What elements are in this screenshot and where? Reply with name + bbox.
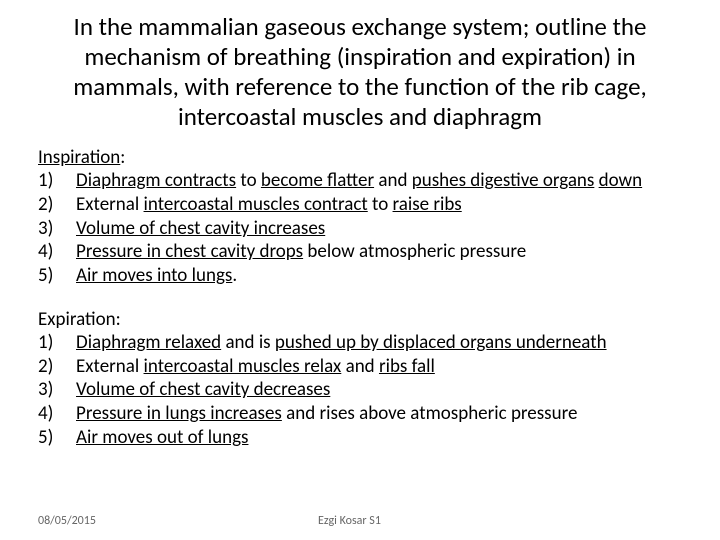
list-item: 2)External intercoastal muscles contract… [38, 193, 682, 217]
list-number: 4) [38, 240, 76, 264]
slide: In the mammalian gaseous exchange system… [0, 0, 720, 540]
list-number: 3) [38, 217, 76, 241]
footer-author: Ezgi Kosar S1 [318, 514, 682, 528]
list-item: 1)Diaphragm contracts to become flatter … [38, 169, 682, 193]
slide-title: In the mammalian gaseous exchange system… [38, 12, 682, 132]
list-item: 5)Air moves out of lungs [38, 426, 682, 450]
list-item: 4)Pressure in lungs increases and rises … [38, 402, 682, 426]
list-item: 2)External intercoastal muscles relax an… [38, 355, 682, 379]
inspiration-label-text: Inspiration [38, 146, 120, 169]
list-number: 2) [38, 355, 76, 379]
list-text: Pressure in chest cavity drops below atm… [76, 240, 682, 264]
list-number: 1) [38, 331, 76, 355]
list-text: Diaphragm relaxed and is pushed up by di… [76, 331, 682, 355]
footer: 08/05/2015 Ezgi Kosar S1 [38, 514, 682, 528]
list-text: Volume of chest cavity decreases [76, 378, 682, 402]
list-text: External intercoastal muscles contract t… [76, 193, 682, 217]
list-number: 5) [38, 426, 76, 450]
list-item: 5)Air moves into lungs. [38, 264, 682, 288]
list-item: 1)Diaphragm relaxed and is pushed up by … [38, 331, 682, 355]
expiration-label: Expiration: [38, 308, 682, 331]
list-text: Air moves out of lungs [76, 426, 682, 450]
list-number: 4) [38, 402, 76, 426]
list-item: 3)Volume of chest cavity decreases [38, 378, 682, 402]
inspiration-label: Inspiration: [38, 146, 682, 169]
inspiration-list: 1)Diaphragm contracts to become flatter … [38, 169, 682, 288]
list-number: 1) [38, 169, 76, 193]
list-number: 5) [38, 264, 76, 288]
list-number: 3) [38, 378, 76, 402]
list-item: 3)Volume of chest cavity increases [38, 217, 682, 241]
list-text: Air moves into lungs. [76, 264, 682, 288]
list-text: External intercoastal muscles relax and … [76, 355, 682, 379]
list-text: Pressure in lungs increases and rises ab… [76, 402, 682, 426]
footer-date: 08/05/2015 [38, 514, 318, 528]
list-number: 2) [38, 193, 76, 217]
list-item: 4)Pressure in chest cavity drops below a… [38, 240, 682, 264]
expiration-list: 1)Diaphragm relaxed and is pushed up by … [38, 331, 682, 450]
list-text: Diaphragm contracts to become flatter an… [76, 169, 682, 193]
list-text: Volume of chest cavity increases [76, 217, 682, 241]
